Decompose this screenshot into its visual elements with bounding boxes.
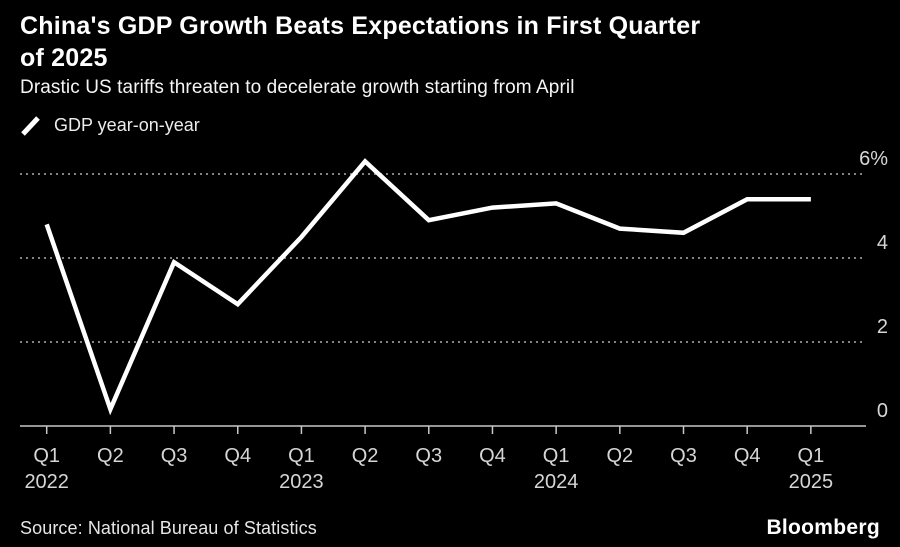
- y-tick-label: 4: [877, 232, 888, 254]
- source-note: Source: National Bureau of Statistics: [20, 517, 317, 538]
- x-tick-label: Q4: [479, 445, 506, 467]
- y-tick-label: 2: [877, 316, 888, 338]
- x-tick-label: Q3: [161, 445, 188, 467]
- x-tick-label: Q1: [543, 445, 570, 467]
- legend-label: GDP year-on-year: [54, 115, 200, 135]
- x-tick-label: Q2: [352, 445, 379, 467]
- x-tick-label: Q3: [415, 445, 442, 467]
- x-tick-label: Q1: [33, 445, 60, 467]
- chart-title-line-2: of 2025: [20, 44, 108, 72]
- y-tick-label: 0: [877, 400, 888, 422]
- x-tick-label: Q3: [670, 445, 697, 467]
- x-tick-label: Q4: [224, 445, 251, 467]
- x-year-label: 2025: [789, 471, 834, 493]
- bloomberg-logo: Bloomberg: [766, 516, 880, 539]
- x-year-label: 2024: [534, 471, 579, 493]
- chart-subtitle: Drastic US tariffs threaten to decelerat…: [20, 77, 575, 98]
- chart-title-line-1: China's GDP Growth Beats Expectations in…: [20, 12, 701, 40]
- gdp-line-series: [44, 158, 811, 416]
- chart-footer: Source: National Bureau of Statistics Bl…: [20, 513, 880, 543]
- x-year-label: 2022: [24, 471, 69, 493]
- chart-title: China's GDP Growth Beats Expectations in…: [20, 10, 884, 74]
- x-tick-label: Q4: [734, 445, 761, 467]
- x-tick-label: Q2: [606, 445, 633, 467]
- x-tick-label: Q1: [288, 445, 315, 467]
- legend: GDP year-on-year: [20, 115, 200, 136]
- y-tick-label: 6%: [859, 148, 888, 170]
- chart-header: China's GDP Growth Beats Expectations in…: [20, 10, 884, 74]
- x-year-label: 2023: [279, 471, 324, 493]
- line-series-swatch-icon: [21, 115, 40, 136]
- x-tick-label: Q1: [798, 445, 825, 467]
- x-tick-label: Q2: [97, 445, 124, 467]
